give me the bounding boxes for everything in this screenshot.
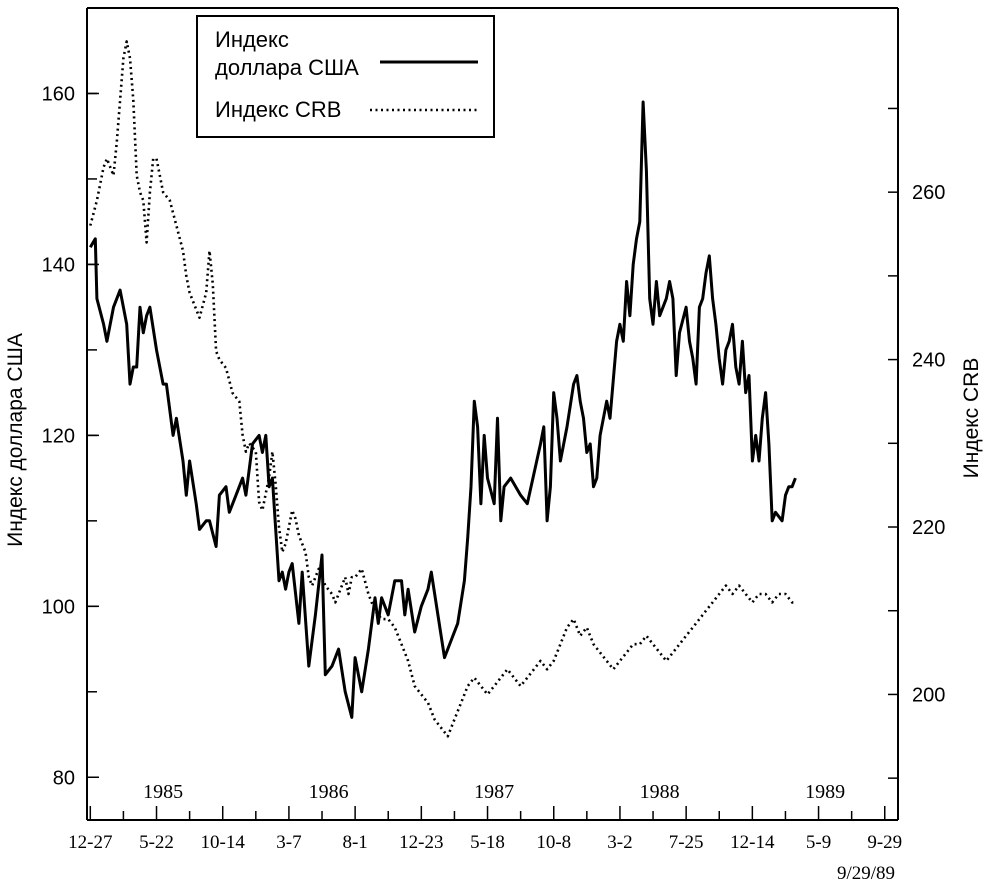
legend: Индекс доллара США Индекс CRB <box>196 15 495 138</box>
right-y-ticks: 200 220 240 260 <box>888 107 945 779</box>
right-axis-title: Индекс CRB <box>960 358 983 479</box>
left-y-tick-label: 80 <box>53 767 75 789</box>
left-y-tick-label: 160 <box>42 83 75 105</box>
x-tick-label: 10-14 <box>201 832 246 853</box>
x-ticks: 12-27 5-22 10-14 3-7 8-1 12-23 5-18 10-8 3-2 7-25… <box>68 806 902 853</box>
left-y-tick-label: 100 <box>42 596 75 618</box>
year-labels: 1985 1986 1987 1988 1989 <box>143 781 845 803</box>
right-y-tick-label: 240 <box>912 350 945 372</box>
year-label: 1989 <box>805 781 845 803</box>
legend-box <box>196 15 495 138</box>
legend-crb-label: Индекс CRB <box>215 97 341 122</box>
x-tick-label: 9-29 <box>867 832 902 853</box>
x-tick-label: 5-22 <box>139 832 174 853</box>
x-tick-label: 8-1 <box>342 832 367 853</box>
legend-usd-label-line2: доллара США <box>215 55 359 80</box>
left-y-tick-label: 120 <box>42 425 75 447</box>
x-tick-label: 10-8 <box>536 832 571 853</box>
left-axis-title: Индекс доллара США <box>4 333 27 547</box>
x-tick-label: 3-7 <box>276 832 301 853</box>
x-tick-label: 3-2 <box>607 832 632 853</box>
x-tick-label: 7-25 <box>669 832 704 853</box>
x-tick-label: 5-9 <box>806 832 831 853</box>
year-label: 1986 <box>309 781 349 803</box>
series-line-usd-index <box>89 100 797 719</box>
legend-usd-label-line1: Индекс <box>215 27 289 52</box>
date-note: 9/29/89 <box>837 863 895 884</box>
x-tick-label: 12-23 <box>399 832 443 853</box>
x-tick-label: 12-27 <box>68 832 112 853</box>
left-y-ticks: 80 100 120 140 160 <box>42 83 99 789</box>
series-line-crb-index <box>89 40 796 738</box>
left-y-tick-label: 140 <box>42 254 75 276</box>
year-label: 1985 <box>143 781 183 803</box>
right-y-tick-label: 220 <box>912 517 945 539</box>
year-label: 1987 <box>474 781 514 803</box>
x-tick-label: 5-18 <box>470 832 505 853</box>
right-y-tick-label: 260 <box>912 182 945 204</box>
year-label: 1988 <box>640 781 680 803</box>
x-tick-label: 12-14 <box>730 832 775 853</box>
right-y-tick-label: 200 <box>912 684 945 706</box>
